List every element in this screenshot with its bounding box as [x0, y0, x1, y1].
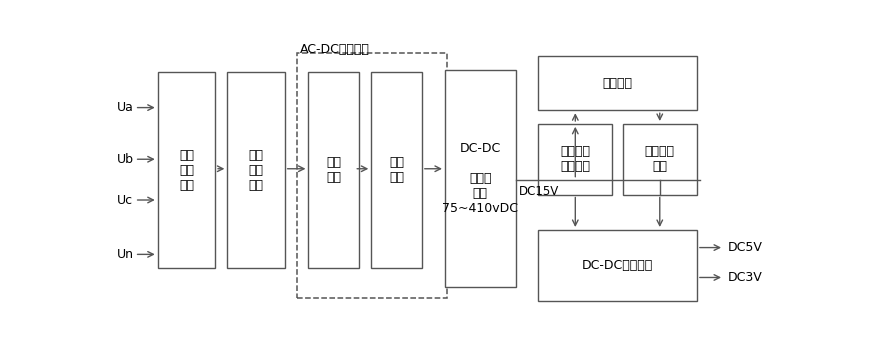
Text: Ua: Ua [117, 101, 134, 114]
Text: 过压
抑制: 过压 抑制 [389, 156, 404, 184]
Bar [158, 72, 215, 268]
Bar [623, 124, 697, 195]
Text: DC-DC变换模块: DC-DC变换模块 [582, 259, 653, 272]
Text: Un: Un [117, 248, 134, 261]
Text: 超级电容: 超级电容 [603, 77, 632, 90]
Bar [309, 72, 359, 268]
Text: DC3V: DC3V [727, 271, 762, 284]
Bar [445, 70, 516, 287]
Text: 放电管理
模块: 放电管理 模块 [644, 145, 675, 173]
Bar [296, 53, 446, 298]
Text: DC15V: DC15V [519, 185, 559, 198]
Text: DC-DC

输入范
围：
75~410vDC: DC-DC 输入范 围： 75~410vDC [442, 142, 518, 215]
Text: Ub: Ub [117, 153, 134, 166]
Text: Uc: Uc [117, 193, 133, 207]
Bar [538, 230, 697, 301]
Bar [228, 72, 284, 268]
Text: 浪涌
保护
模块: 浪涌 保护 模块 [249, 149, 263, 192]
Text: 全波
整流: 全波 整流 [326, 156, 341, 184]
Text: DC5V: DC5V [727, 241, 762, 254]
Text: 电源
输入
模块: 电源 输入 模块 [179, 149, 194, 192]
Bar [538, 56, 697, 110]
Text: 快、慢充
管理模块: 快、慢充 管理模块 [561, 145, 590, 173]
Bar [538, 124, 612, 195]
Bar [371, 72, 422, 268]
Text: AC-DC变换模块: AC-DC变换模块 [300, 43, 370, 56]
